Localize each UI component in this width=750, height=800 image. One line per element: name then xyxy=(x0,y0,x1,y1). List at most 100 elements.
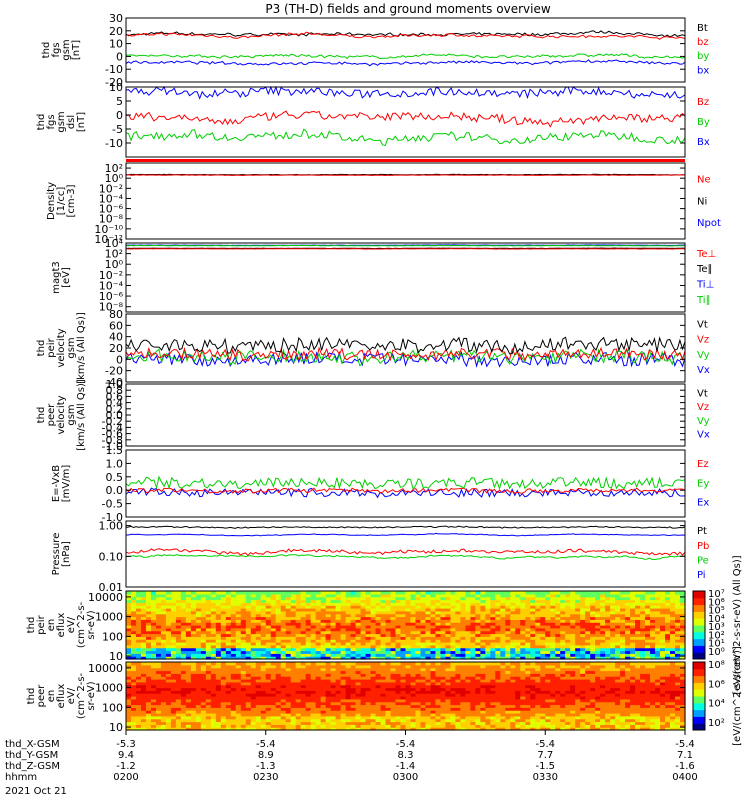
spectrogram-cell xyxy=(670,602,676,606)
spectrogram-cell xyxy=(135,684,142,689)
spectrogram-cell xyxy=(350,605,357,609)
spectrogram-cell xyxy=(240,633,247,637)
spectrogram-cell xyxy=(225,724,232,728)
spectrogram-cell xyxy=(240,644,247,649)
spectrogram-cell xyxy=(535,718,541,723)
spectrogram-cell xyxy=(460,693,466,697)
spectrogram-cell xyxy=(195,696,202,700)
spectrogram-cell xyxy=(165,616,172,620)
y-axis-label: [eV] xyxy=(61,267,72,288)
spectrogram-cell xyxy=(160,698,167,703)
spectrogram-cell xyxy=(265,713,272,717)
spectrogram-cell xyxy=(515,647,521,652)
legend-entry: Te⊥ xyxy=(696,249,716,260)
spectrogram-cell xyxy=(255,667,262,672)
spectrogram-cell xyxy=(135,613,142,618)
spectrogram-cell xyxy=(225,653,232,657)
spectrogram-cell xyxy=(455,679,461,683)
spectrogram-cell xyxy=(565,639,571,643)
spectrogram-cell xyxy=(555,596,561,601)
spectrogram-cell xyxy=(285,670,292,674)
spectrogram-cell xyxy=(370,701,377,706)
spectrogram-cell xyxy=(330,718,337,723)
spectrogram-cell xyxy=(130,619,137,623)
spectrogram-cell xyxy=(240,593,247,598)
spectrogram-cell xyxy=(265,656,272,660)
spectrogram-cell xyxy=(190,608,197,612)
spectrogram-cell xyxy=(390,727,397,731)
spectrogram-cell xyxy=(265,684,272,689)
spectrogram-cell xyxy=(175,633,182,637)
spectrogram-cell xyxy=(260,696,267,700)
spectrogram-cell xyxy=(500,713,506,717)
spectrogram-cell xyxy=(170,676,177,680)
spectrogram-cell xyxy=(155,727,162,731)
spectrogram-cell xyxy=(265,698,272,703)
spectrogram-cell xyxy=(126,593,132,598)
spectrogram-cell xyxy=(350,715,357,720)
spectrogram-cell xyxy=(390,647,397,652)
spectrogram-cell xyxy=(510,610,516,615)
spectrogram-cell xyxy=(255,698,262,703)
spectrogram-cell xyxy=(330,610,337,615)
spectrogram-cell xyxy=(510,693,516,697)
spectrogram-cell xyxy=(380,727,387,731)
spectrogram-cell xyxy=(510,591,516,595)
spectrogram-cell xyxy=(245,727,252,731)
spectrogram-cell xyxy=(600,593,606,598)
spectrogram-cell xyxy=(480,715,486,720)
spectrogram-cell xyxy=(400,608,407,612)
spectrogram-cell xyxy=(530,710,536,714)
spectrogram-cell xyxy=(645,625,651,629)
spectrogram-cell xyxy=(490,593,496,598)
spectrogram-cell xyxy=(460,724,466,728)
spectrogram-cell xyxy=(505,713,511,717)
spectrogram-cell xyxy=(165,701,172,706)
spectrogram-cell xyxy=(600,642,606,646)
spectrogram-cell xyxy=(130,650,137,654)
spectrogram-cell xyxy=(310,664,317,669)
spectrogram-cell xyxy=(126,633,132,637)
spectrogram-cell xyxy=(505,673,511,677)
spectrogram-cell xyxy=(515,713,521,717)
spectrogram-cell xyxy=(490,591,496,595)
spectrogram-cell xyxy=(450,687,457,691)
spectrogram-cell xyxy=(425,593,432,598)
spectrogram-cell xyxy=(655,602,661,606)
spectrogram-cell xyxy=(135,718,142,723)
spectrogram-cell xyxy=(455,602,461,606)
spectrogram-cell xyxy=(615,636,621,640)
spectrogram-cell xyxy=(320,721,327,725)
spectrogram-cell xyxy=(490,653,496,657)
spectrogram-cell xyxy=(126,670,132,674)
spectrogram-cell xyxy=(245,713,252,717)
spectrogram-cell xyxy=(490,647,496,652)
spectrogram-cell xyxy=(225,616,232,620)
spectrogram-cell xyxy=(615,642,621,646)
spectrogram-cell xyxy=(660,602,666,606)
spectrogram-cell xyxy=(535,715,541,720)
spectrogram-cell xyxy=(185,679,192,683)
spectrogram-cell xyxy=(400,715,407,720)
spectrogram-cell xyxy=(170,698,177,703)
spectrogram-cell xyxy=(320,647,327,652)
spectrogram-cell xyxy=(380,605,387,609)
spectrogram-cell xyxy=(650,627,656,632)
spectrogram-cell xyxy=(250,639,257,643)
spectrogram-cell xyxy=(580,599,586,603)
spectrogram-cell xyxy=(375,639,382,643)
spectrogram-cell xyxy=(620,596,626,601)
spectrogram-cell xyxy=(675,610,681,615)
spectrogram-cell xyxy=(460,633,466,637)
spectrogram-cell xyxy=(225,610,232,615)
spectrogram-cell xyxy=(255,707,262,711)
spectrogram-cell xyxy=(290,687,297,691)
spectrogram-cell xyxy=(170,713,177,717)
spectrogram-cell xyxy=(330,616,337,620)
spectrogram-cell xyxy=(210,616,217,620)
spectrogram-cell xyxy=(515,639,521,643)
spectrogram-cell xyxy=(480,650,486,654)
spectrogram-cell xyxy=(420,596,427,601)
spectrogram-cell xyxy=(155,599,162,603)
spectrogram-cell xyxy=(420,693,427,697)
